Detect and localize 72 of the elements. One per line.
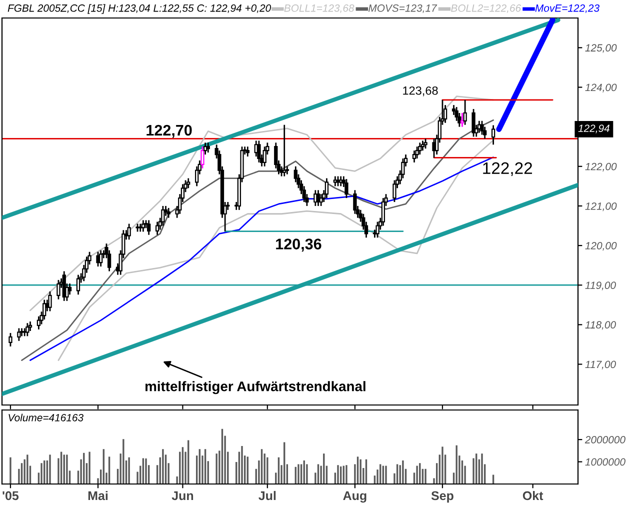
candlestick bbox=[472, 108, 476, 138]
candlestick bbox=[257, 140, 261, 164]
candlestick bbox=[376, 221, 380, 238]
candlestick bbox=[141, 220, 145, 232]
candlestick bbox=[319, 193, 323, 207]
legend-label: MOVS=123,17 bbox=[368, 4, 438, 14]
candlestick bbox=[353, 189, 357, 215]
y-tick-label: 2000000 bbox=[584, 436, 626, 444]
y-tick-label: 125,00 bbox=[585, 44, 617, 53]
candlestick bbox=[155, 221, 160, 236]
candlestick bbox=[17, 328, 21, 342]
candlestick bbox=[443, 104, 448, 124]
candlestick bbox=[246, 146, 250, 158]
candlestick bbox=[344, 178, 348, 199]
y-tick-label: 124,00 bbox=[585, 84, 617, 92]
y-tick-label: 121,00 bbox=[585, 202, 617, 212]
candlestick bbox=[460, 112, 464, 128]
x-tick-label: Sep bbox=[431, 491, 454, 503]
candlestick bbox=[424, 138, 428, 150]
candlestick bbox=[463, 99, 467, 126]
y-tick-label: 117,00 bbox=[585, 360, 616, 370]
text: 122,94 bbox=[578, 124, 610, 134]
candlestick bbox=[324, 178, 329, 199]
x-tick-label: Jun bbox=[172, 491, 194, 500]
candlestick bbox=[415, 146, 419, 160]
candlestick bbox=[186, 178, 190, 189]
x-tick-label: '05 bbox=[2, 491, 19, 500]
x-tick-label: Jul bbox=[258, 490, 276, 500]
candlestick bbox=[127, 223, 131, 240]
legend-label: BOLL2=122,66 bbox=[451, 4, 522, 14]
x-tick-label: Okt bbox=[522, 490, 544, 500]
y-tick-label: 122,00 bbox=[585, 162, 617, 172]
candlestick bbox=[381, 197, 385, 226]
candlestick bbox=[412, 150, 416, 164]
candlestick bbox=[48, 290, 52, 312]
legend-label: MovE=122,23 bbox=[535, 4, 600, 14]
candlestick bbox=[282, 124, 286, 177]
candlestick bbox=[161, 205, 165, 226]
annotation: mittelfristiger Aufwärtstrendkanal bbox=[145, 381, 366, 394]
candlestick bbox=[480, 120, 484, 136]
candlestick bbox=[392, 180, 396, 203]
x-tick-label: Aug bbox=[343, 491, 366, 503]
candlestick bbox=[262, 146, 266, 168]
annotation: 123,68 bbox=[403, 86, 438, 96]
candlestick bbox=[147, 220, 151, 236]
annotation: Volume=416163 bbox=[8, 414, 84, 422]
candlestick bbox=[76, 274, 80, 296]
x-tick-label: Mai bbox=[88, 490, 108, 500]
candlestick bbox=[26, 322, 30, 337]
candlestick bbox=[336, 176, 340, 187]
chart-title: FGBL 2005Z,CC [15] H:123,04 L:122,55 C: 122,94 +0,20 bbox=[8, 4, 272, 14]
candlestick bbox=[28, 320, 32, 332]
candlestick bbox=[206, 142, 210, 154]
ref-line-label: 122,70 bbox=[146, 124, 192, 138]
candlestick bbox=[491, 124, 496, 146]
y-tick-label: 120,00 bbox=[585, 242, 617, 251]
candlestick bbox=[166, 207, 170, 219]
candlestick bbox=[99, 250, 103, 268]
y-tick-label: 118,00 bbox=[585, 321, 616, 330]
candlestick bbox=[42, 299, 46, 320]
y-tick-label: 1000000 bbox=[585, 458, 626, 466]
candlestick bbox=[8, 332, 12, 348]
candlestick bbox=[56, 279, 60, 300]
candlestick bbox=[339, 176, 343, 187]
annotation: 122,22 bbox=[483, 162, 532, 176]
legend-label: BOLL1=123,68 bbox=[284, 4, 354, 14]
candlestick bbox=[36, 316, 41, 330]
candlestick bbox=[420, 140, 425, 152]
candlestick bbox=[418, 142, 422, 156]
candlestick bbox=[200, 146, 204, 170]
annotation: 120,36 bbox=[276, 238, 322, 252]
y-tick-label: 119,00 bbox=[585, 282, 616, 290]
